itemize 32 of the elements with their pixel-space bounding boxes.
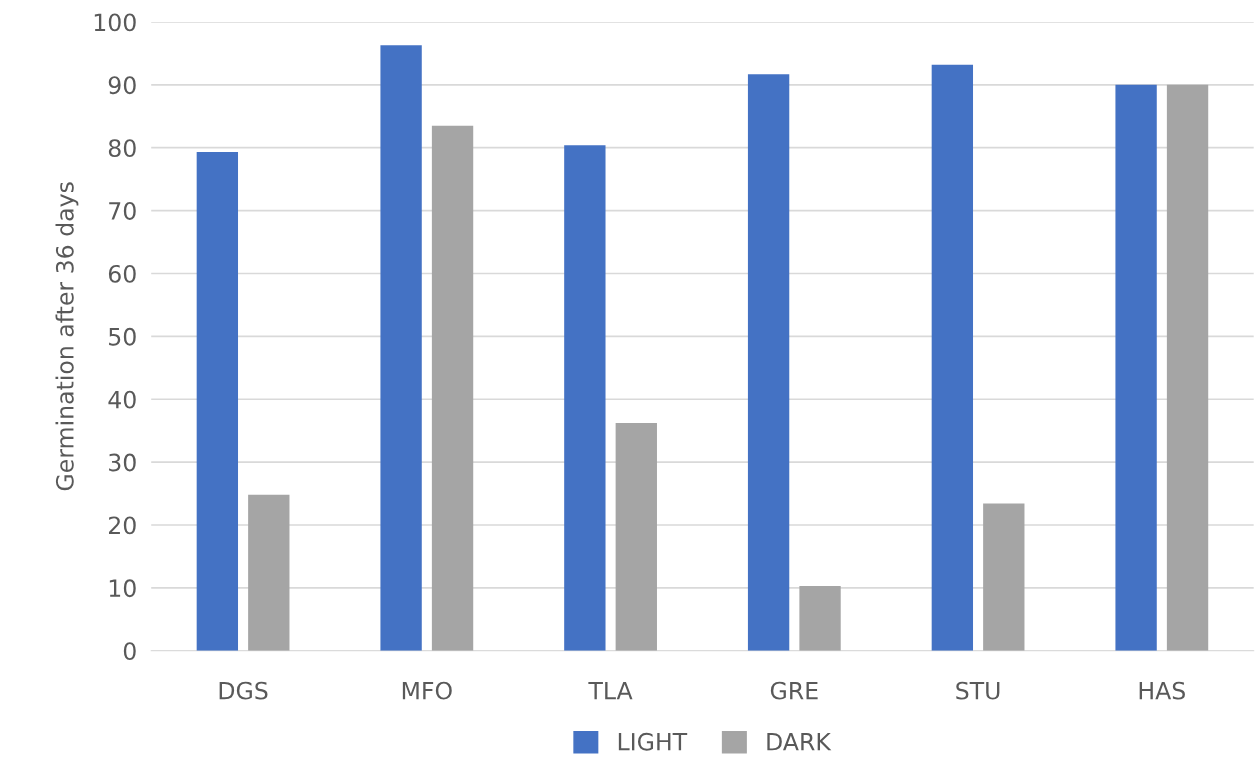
bar: [931, 64, 974, 651]
x-tick-label: TLA: [588, 682, 633, 700]
legend-label: DARK: [767, 733, 832, 751]
bar: [196, 152, 239, 651]
x-tick-label: STU: [956, 681, 1000, 700]
x-tick-label: DGS: [219, 681, 268, 700]
y-tick-label: 30: [109, 453, 136, 472]
y-tick-label: 60: [108, 264, 136, 283]
y-tick-label: 80: [108, 139, 136, 158]
bar: [1166, 84, 1209, 651]
y-tick-label: 100: [94, 13, 136, 32]
x-tick-label: HAS: [1139, 681, 1185, 700]
bar: [1115, 84, 1157, 651]
y-tick-label: 50: [109, 327, 136, 346]
bar: [799, 585, 841, 651]
y-tick-label: 10: [109, 579, 136, 598]
bar: [564, 145, 606, 651]
x-tick-label: GRE: [770, 681, 818, 700]
x-tick-label: MFO: [402, 681, 452, 700]
y-tick-label: 20: [109, 516, 136, 535]
bar: [747, 74, 790, 651]
y-tick-label: 70: [109, 202, 136, 220]
bar: [248, 494, 290, 651]
bar: [380, 45, 422, 651]
y-tick-label: 40: [108, 390, 136, 409]
y-tick-label: 0: [123, 642, 136, 661]
y-tick-label: 90: [108, 76, 136, 95]
bar: [615, 423, 657, 651]
bar: [983, 503, 1025, 651]
bar: [431, 125, 474, 651]
legend-label: LIGHT: [618, 732, 688, 751]
y-axis-title: Germination after 36 days: [55, 182, 79, 491]
